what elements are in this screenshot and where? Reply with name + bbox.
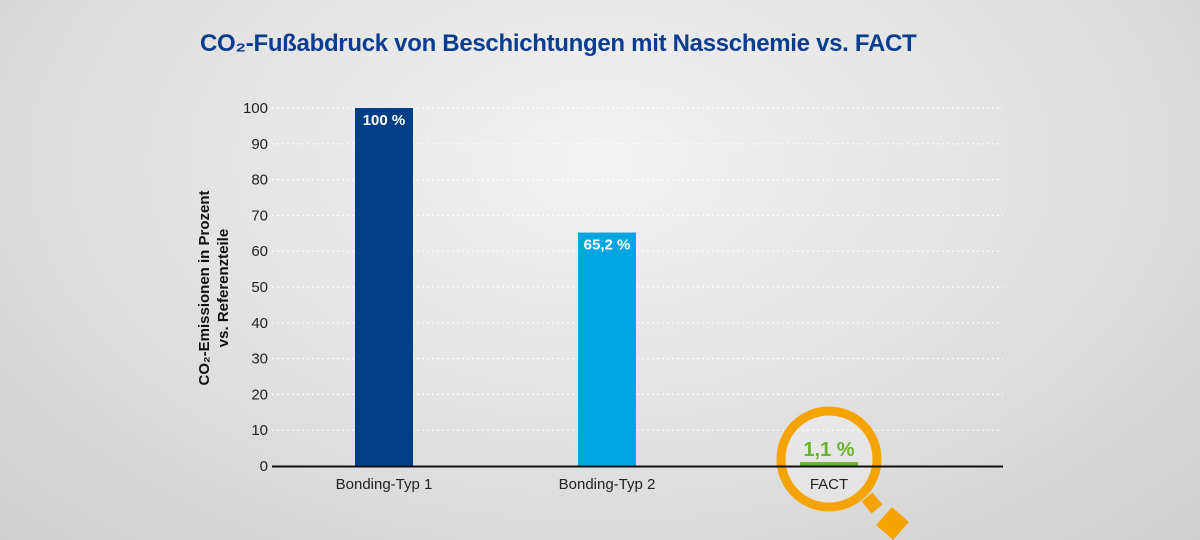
x-category-label: FACT — [810, 476, 848, 493]
y-tick-label: 80 — [251, 172, 268, 189]
y-tick-label: 100 — [243, 100, 268, 117]
x-category-label: Bonding-Typ 1 — [336, 476, 433, 493]
magnifier-neck — [861, 492, 883, 514]
x-category-label: Bonding-Typ 2 — [559, 476, 656, 493]
y-tick-label: 60 — [251, 243, 268, 260]
y-tick-label: 40 — [251, 315, 268, 332]
data-label: 65,2 % — [584, 237, 631, 254]
bar-2 — [578, 232, 636, 466]
y-tick-label: 10 — [251, 422, 268, 439]
y-tick-label: 0 — [260, 458, 268, 475]
bar-3 — [800, 462, 858, 466]
y-tick-label: 20 — [251, 386, 268, 403]
y-tick-label: 30 — [251, 351, 268, 368]
y-tick-label: 90 — [251, 136, 268, 153]
data-label: 100 % — [363, 112, 406, 129]
data-label: 1,1 % — [803, 439, 854, 461]
magnifier-icon — [776, 406, 882, 512]
y-tick-label: 70 — [251, 207, 268, 224]
y-tick-label: 50 — [251, 279, 268, 296]
chart-title: CO₂-Fußabdruck von Beschichtungen mit Na… — [200, 30, 917, 57]
magnifier-handle — [876, 507, 909, 540]
bar-1 — [355, 108, 413, 466]
